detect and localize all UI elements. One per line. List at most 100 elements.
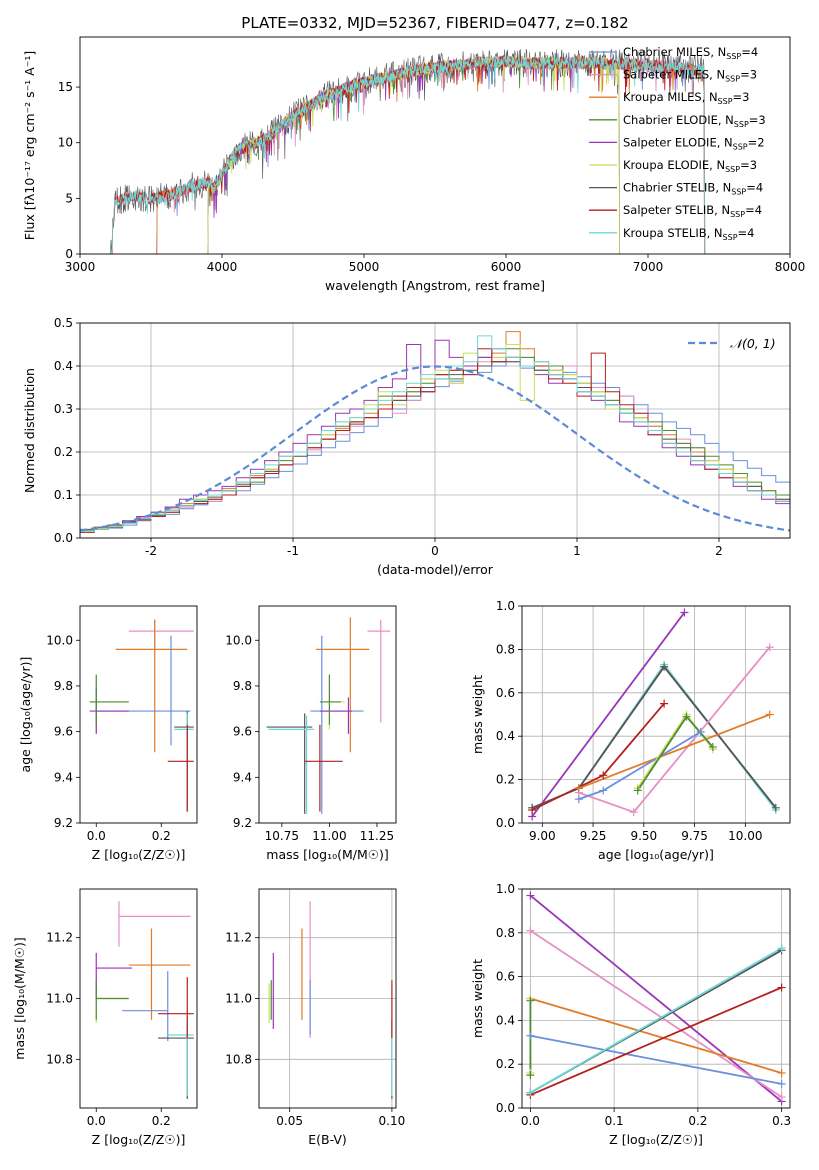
weight-marker xyxy=(526,1071,535,1080)
weight-marker xyxy=(771,803,780,812)
weight-marker xyxy=(777,1079,786,1088)
x-tick-label: 4000 xyxy=(207,260,238,274)
axes-frame xyxy=(521,605,791,824)
x-tick-label: 0.2 xyxy=(688,1114,707,1128)
legend-subscript: SSP xyxy=(718,97,733,106)
weight-line xyxy=(529,947,783,1094)
legend-entry: Salpeter MILES, NSSP=3 xyxy=(623,68,757,84)
x-tick-label: 0.1 xyxy=(605,1114,624,1128)
x-tick-label: 0.3 xyxy=(772,1114,791,1128)
y-tick-label: 9.4 xyxy=(54,770,73,784)
legend-tail: =3 xyxy=(733,90,750,104)
x-tick-label: 0.0 xyxy=(87,1114,106,1128)
legend-tail: =4 xyxy=(738,226,755,240)
y-tick-label: 11.0 xyxy=(46,992,73,1006)
x-axis-label: E(B-V) xyxy=(308,1132,347,1147)
legend-entry: Chabrier MILES, NSSP=4 xyxy=(623,45,758,61)
x-axis-label: wavelength [Angstrom, rest frame] xyxy=(325,278,545,293)
weight-marker xyxy=(528,805,537,814)
spectrum-legend: Chabrier MILES, NSSP=4 Salpeter MILES, NS… xyxy=(589,45,766,242)
weight-marker xyxy=(574,784,583,793)
y-axis-label: mass [log₁₀(M/M☉)] xyxy=(12,937,27,1059)
x-tick-label: 8000 xyxy=(775,260,806,274)
x-tick-label: -2 xyxy=(145,544,157,558)
x-tick-label: 11.25 xyxy=(360,829,394,843)
weight-line xyxy=(529,929,783,1098)
legend-text: Kroupa STELIB, N xyxy=(623,226,723,240)
figure-title: PLATE=0332, MJD=52367, FIBERID=0477, z=0… xyxy=(241,14,628,32)
y-tick-label: 0.4 xyxy=(496,729,515,743)
y-tick-label: 0.4 xyxy=(54,359,73,373)
plot-area-mass_vs_Z xyxy=(95,901,194,1099)
y-tick-label: 15 xyxy=(58,80,73,94)
y-tick-label: 10 xyxy=(58,136,73,150)
y-tick-label: 11.2 xyxy=(46,931,73,945)
histogram-step xyxy=(80,335,790,532)
weight-marker xyxy=(660,662,669,671)
x-axis-label: (data-model)/error xyxy=(377,562,494,577)
weight-marker xyxy=(696,727,705,736)
legend-tail: =4 xyxy=(741,45,758,59)
y-tick-label: 9.2 xyxy=(233,816,252,830)
weight-marker xyxy=(526,1088,535,1097)
weight-line xyxy=(578,713,771,790)
x-tick-label: 2 xyxy=(715,544,723,558)
legend-subscript: SSP xyxy=(733,142,748,151)
y-tick-label: 0.2 xyxy=(496,1057,515,1071)
legend-entry: Chabrier STELIB, NSSP=4 xyxy=(623,181,763,197)
axes-frame xyxy=(258,605,397,824)
legend-subscript: SSP xyxy=(731,188,746,197)
y-tick-label: 9.6 xyxy=(54,725,73,739)
weight-line xyxy=(531,611,686,818)
plot-area-weight_vs_age xyxy=(531,611,777,818)
weight-marker xyxy=(777,983,786,992)
plot-area-mass_vs_EBV xyxy=(268,901,393,1099)
y-tick-label: 0.1 xyxy=(54,488,73,502)
weight-marker xyxy=(574,795,583,804)
x-axis-label: mass [log₁₀(M/M☉)] xyxy=(266,847,388,862)
panel-mass_vs_Z: 0.0 0.2 10.8 11.0 11.2 Z [log₁₀(Z/Z☉)] mass [l… xyxy=(12,888,198,1147)
legend-entry: Kroupa ELODIE, NSSP=3 xyxy=(623,158,757,174)
legend-tail: =4 xyxy=(746,181,763,195)
y-tick-label: 0 xyxy=(65,247,73,261)
axes-frame xyxy=(79,605,198,824)
x-tick-label: 9.25 xyxy=(580,829,607,843)
weight-marker xyxy=(777,1093,786,1102)
weight-line xyxy=(530,997,782,1074)
x-tick-label: 0.05 xyxy=(276,1114,303,1128)
y-tick-label: 0.4 xyxy=(496,1013,515,1027)
y-tick-label: 10.0 xyxy=(225,633,252,647)
y-axis-label: age [log₁₀(age/yr)] xyxy=(18,657,33,773)
y-tick-label: 0.6 xyxy=(496,970,515,984)
legend-entry: Kroupa STELIB, NSSP=4 xyxy=(623,226,754,242)
y-tick-label: 1.0 xyxy=(496,882,515,896)
panel-weight_vs_Z: 0.0 0.1 0.2 0.3 0.0 0.2 0.4 0.6 0.8 1.0 Z [log₁₀(Z… xyxy=(470,882,791,1147)
y-tick-label: 0.0 xyxy=(496,816,515,830)
weight-line xyxy=(530,1034,782,1085)
histogram-step xyxy=(80,348,790,533)
panel-age_vs_Z: 0.0 0.2 9.2 9.4 9.6 9.8 10.0 Z [log₁₀(Z/Z☉)] age… xyxy=(18,605,198,862)
x-tick-label: 0.2 xyxy=(152,1114,171,1128)
y-tick-label: 11.0 xyxy=(225,992,252,1006)
plot-area-age_vs_mass xyxy=(266,617,391,814)
x-tick-label: 0.10 xyxy=(379,1114,406,1128)
x-axis-label: age [log₁₀(age/yr)] xyxy=(598,847,714,862)
legend-entry: Chabrier ELODIE, NSSP=3 xyxy=(623,113,766,129)
y-tick-label: 10.8 xyxy=(225,1052,252,1066)
y-tick-label: 9.8 xyxy=(233,679,252,693)
legend-tail: =4 xyxy=(745,203,762,217)
y-tick-label: 9.6 xyxy=(233,725,252,739)
weight-marker xyxy=(708,743,717,752)
legend-entry: Salpeter ELODIE, NSSP=2 xyxy=(623,135,765,151)
weight-marker xyxy=(765,710,774,719)
x-tick-label: 0.2 xyxy=(152,829,171,843)
weight-marker xyxy=(777,944,786,953)
legend-entry: Kroupa MILES, NSSP=3 xyxy=(623,90,749,106)
y-tick-label: 9.2 xyxy=(54,816,73,830)
x-axis-label: Z [log₁₀(Z/Z☉)] xyxy=(609,1132,703,1147)
legend-subscript: SSP xyxy=(725,75,740,84)
x-axis-label: Z [log₁₀(Z/Z☉)] xyxy=(92,847,186,862)
weight-marker xyxy=(777,1068,786,1077)
x-tick-label: 0.0 xyxy=(521,1114,540,1128)
